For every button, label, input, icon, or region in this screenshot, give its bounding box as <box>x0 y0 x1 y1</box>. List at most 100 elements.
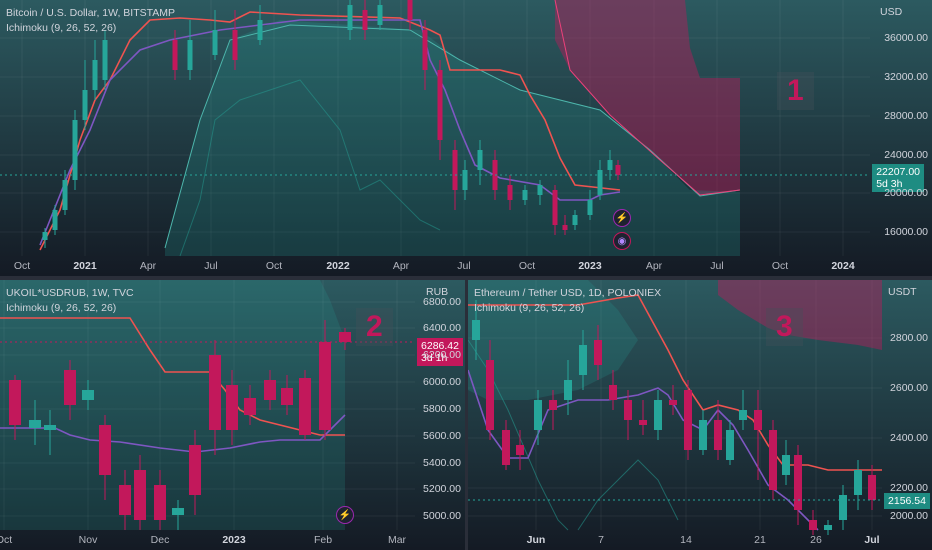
symbol-title[interactable]: Ethereum / Tether USD, 1D, POLONIEX <box>474 287 662 299</box>
time-tick-label: Oct <box>518 260 536 272</box>
price-tick-label: 6000.00 <box>423 376 461 388</box>
last-price: 22207.00 <box>876 166 920 178</box>
price-tick-label: 28000.00 <box>884 110 928 122</box>
candle-body <box>726 430 734 460</box>
time-tick-label: Jul <box>710 260 724 272</box>
last-price: 2156.54 <box>888 495 926 507</box>
currency-label: USDT <box>888 286 917 298</box>
indicator-label[interactable]: Ichimoku (9, 26, 52, 26) <box>6 302 117 314</box>
candle-body <box>472 320 480 340</box>
candle-body <box>552 190 558 225</box>
price-axis[interactable]: 6800.00 6400.00 6200.00 6000.00 5800.00 5600.… <box>415 280 465 530</box>
ichimoku-cloud-bearish <box>555 0 740 195</box>
candle-body <box>587 200 593 215</box>
chart-pane-ethereum[interactable]: Ethereum / Tether USD, 1D, POLONIEX Ichi… <box>468 280 932 550</box>
last-price-tag: 2156.54 <box>884 493 930 509</box>
candle-body <box>579 345 587 375</box>
candle-body <box>854 470 862 495</box>
candle-body <box>609 385 617 400</box>
candle-body <box>714 420 722 450</box>
candle-body <box>209 355 221 430</box>
candle-body <box>119 485 131 515</box>
time-tick-label: Oct <box>265 260 283 272</box>
price-tick-label: 5600.00 <box>423 430 461 442</box>
price-axis[interactable]: 36000.00 32000.00 28000.00 24000.00 20000.00… <box>872 0 932 256</box>
time-tick-label: Jul <box>204 260 218 272</box>
ichimoku-cloud-bearish <box>718 280 882 350</box>
panel-number-badge: 2 <box>356 308 393 346</box>
candle-body <box>516 445 524 455</box>
price-tick-label: 2000.00 <box>890 510 928 522</box>
time-axis[interactable]: Oct 2021 Apr Jul Oct 2022 Apr Jul Oct 2023 Apr Jul O… <box>0 256 870 276</box>
candle-body <box>549 400 557 410</box>
candle-body <box>502 430 510 465</box>
price-axis[interactable]: 2800.00 2600.00 2400.00 2200.00 2000.00 <box>882 280 932 530</box>
bitcoin-chart-canvas[interactable] <box>0 0 932 276</box>
candle-body <box>319 342 331 430</box>
candle-body <box>624 400 632 420</box>
symbol-title[interactable]: Bitcoin / U.S. Dollar, 1W, BITSTAMP <box>6 7 176 19</box>
candle-body <box>232 30 238 60</box>
time-axis[interactable]: Oct Nov Dec 2023 Feb Mar <box>0 530 415 550</box>
currency-label: USD <box>880 6 903 18</box>
time-tick-label: 14 <box>680 534 692 546</box>
last-price: 6286.42 <box>421 340 459 352</box>
bar-countdown: 3d 1h <box>421 352 448 364</box>
candle-body <box>537 185 543 195</box>
bar-countdown: 5d 3h <box>876 178 903 190</box>
indicator-label[interactable]: Ichimoku (9, 26, 52, 26) <box>474 302 585 314</box>
bitcoin-legend: Bitcoin / U.S. Dollar, 1W, BITSTAMP Ichi… <box>6 6 175 36</box>
candle-body <box>794 455 802 510</box>
candle-body <box>226 385 238 430</box>
candle-body <box>564 380 572 400</box>
flag-icon[interactable]: ◉ <box>613 232 631 250</box>
ukoil-legend: UKOIL*USDRUB, 1W, TVC Ichimoku (9, 26, 5… <box>6 286 134 316</box>
last-price-tag: 6286.42 3d 1h <box>417 338 463 366</box>
candle-body <box>44 425 56 430</box>
price-tick-label: 5800.00 <box>423 403 461 415</box>
pane-divider[interactable] <box>465 280 468 550</box>
chart-pane-ukoil[interactable]: UKOIL*USDRUB, 1W, TVC Ichimoku (9, 26, 5… <box>0 280 465 550</box>
time-tick-label: 7 <box>598 534 604 546</box>
candle-body <box>339 332 351 342</box>
candle-body <box>212 30 218 55</box>
candle-body <box>244 398 256 415</box>
time-tick-label: Oct <box>0 534 13 546</box>
pane-divider[interactable] <box>0 276 932 280</box>
lightning-icon[interactable]: ⚡ <box>336 506 354 524</box>
price-tick-label: 5400.00 <box>423 457 461 469</box>
candle-body <box>407 0 413 20</box>
candle-body <box>172 508 184 515</box>
candle-body <box>299 378 311 435</box>
candle-body <box>562 225 568 230</box>
chart-pane-bitcoin[interactable]: Bitcoin / U.S. Dollar, 1W, BITSTAMP Ichi… <box>0 0 932 276</box>
candle-body <box>462 170 468 190</box>
time-tick-label: Jul <box>864 534 880 546</box>
candle-body <box>172 40 178 70</box>
candle-body <box>362 10 368 30</box>
time-tick-label: 21 <box>754 534 766 546</box>
indicator-label[interactable]: Ichimoku (9, 26, 52, 26) <box>6 22 117 34</box>
price-tick-label: 20000.00 <box>884 187 928 199</box>
symbol-title[interactable]: UKOIL*USDRUB, 1W, TVC <box>6 287 134 299</box>
candle-body <box>452 150 458 190</box>
ethereum-legend: Ethereum / Tether USD, 1D, POLONIEX Ichi… <box>474 286 661 316</box>
time-tick-label: 2024 <box>831 260 855 272</box>
price-tick-label: 2400.00 <box>890 432 928 444</box>
candle-body <box>486 360 494 430</box>
ethereum-chart-canvas[interactable] <box>468 280 932 550</box>
price-tick-label: 5200.00 <box>423 483 461 495</box>
ukoil-chart-canvas[interactable] <box>0 280 465 550</box>
time-tick-label: Oct <box>13 260 31 272</box>
candle-body <box>437 70 443 140</box>
candle-body <box>189 445 201 495</box>
time-tick-label: Apr <box>645 260 663 272</box>
lightning-icon[interactable]: ⚡ <box>613 209 631 227</box>
time-tick-label: Jul <box>457 260 471 272</box>
candle-body <box>82 390 94 400</box>
candle-body <box>699 420 707 450</box>
candle-body <box>607 160 613 170</box>
candle-body <box>377 5 383 25</box>
price-tick-label: 2200.00 <box>890 482 928 494</box>
time-axis[interactable]: Jun 7 14 21 26 Jul <box>468 530 882 550</box>
